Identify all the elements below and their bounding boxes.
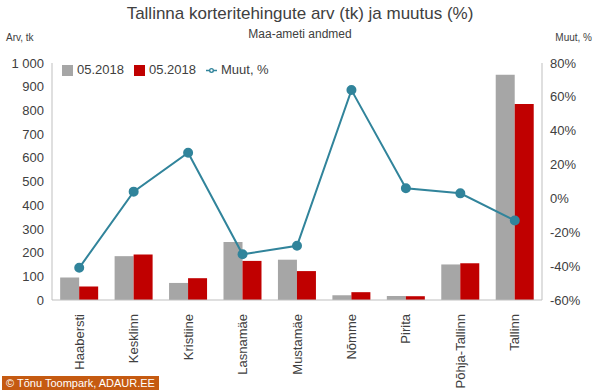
svg-text:0%: 0%	[550, 191, 569, 206]
svg-text:700: 700	[22, 127, 44, 142]
svg-text:-20%: -20%	[550, 225, 581, 240]
svg-text:1 000: 1 000	[11, 56, 44, 71]
svg-text:Lasnamäe: Lasnamäe	[235, 314, 250, 375]
svg-text:400: 400	[22, 198, 44, 213]
svg-text:-60%: -60%	[550, 293, 581, 308]
svg-text:300: 300	[22, 222, 44, 237]
svg-text:Tallinn: Tallinn	[507, 314, 522, 351]
html-text:Tallinna korteritehingute arv: Tallinna korteritehingute arv (tk) ja mu…	[126, 4, 474, 23]
svg-text:80%: 80%	[550, 56, 576, 71]
html-text:Muut, %: Muut, %	[555, 32, 592, 43]
html-text:Arv, tk: Arv, tk	[6, 32, 34, 43]
svg-text:Nõmme: Nõmme	[344, 314, 359, 360]
svg-text:500: 500	[22, 174, 44, 189]
svg-text:900: 900	[22, 79, 44, 94]
svg-text:Kesklinn: Kesklinn	[126, 314, 141, 363]
html-text:Maa-ameti andmed: Maa-ameti andmed	[248, 27, 352, 41]
svg-text:20%: 20%	[550, 157, 576, 172]
html-text:05.2018: 05.2018	[77, 62, 124, 77]
svg-text:40%: 40%	[550, 123, 576, 138]
svg-text:60%: 60%	[550, 89, 576, 104]
svg-text:200: 200	[22, 245, 44, 260]
svg-text:Kristiine: Kristiine	[181, 314, 196, 360]
svg-text:Mustamäe: Mustamäe	[290, 314, 305, 375]
html-text:05.2018: 05.2018	[149, 62, 196, 77]
svg-text:Pirita: Pirita	[398, 313, 413, 343]
svg-text:Põhja-Tallinn: Põhja-Tallinn	[453, 314, 468, 388]
svg-text:600: 600	[22, 150, 44, 165]
svg-text:100: 100	[22, 269, 44, 284]
svg-text:800: 800	[22, 103, 44, 118]
svg-text:0: 0	[37, 293, 44, 308]
html-text:© Tõnu Toompark, ADAUR.EE: © Tõnu Toompark, ADAUR.EE	[6, 377, 155, 389]
html-text:Muut, %: Muut, %	[221, 62, 269, 77]
svg-text:-40%: -40%	[550, 259, 581, 274]
svg-text:Haabersti: Haabersti	[72, 314, 87, 370]
